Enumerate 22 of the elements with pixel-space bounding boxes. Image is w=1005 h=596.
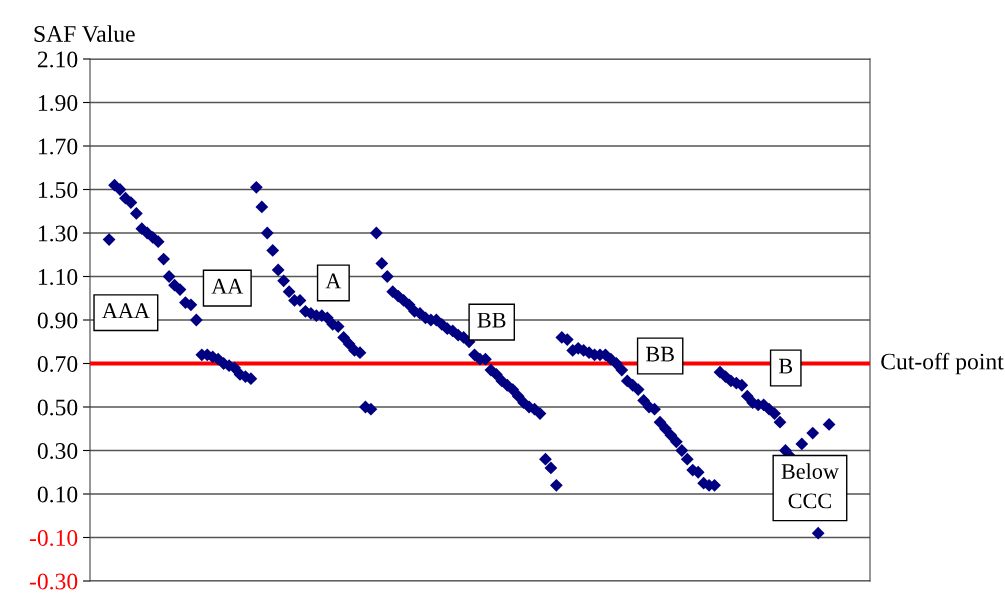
y-tick-label: 0.30 <box>37 442 78 460</box>
y-tick-label: -0.10 <box>29 529 78 547</box>
annotation: BB <box>477 312 506 328</box>
y-tick-label: 1.10 <box>38 268 78 286</box>
y-tick-label: 0.50 <box>37 399 78 416</box>
annotation: AA <box>211 278 244 294</box>
y-tick-label: 1.30 <box>38 225 78 242</box>
y-tick-label: 2.10 <box>37 51 78 68</box>
y-tick-label: -0.30 <box>29 573 78 590</box>
y-axis-title: SAF Value <box>34 25 135 43</box>
annotation: A <box>325 273 342 289</box>
y-tick-label: 0.90 <box>37 312 78 329</box>
y-tick-label: 1.90 <box>38 94 78 112</box>
y-tick-label: 1.50 <box>38 181 78 199</box>
y-tick-label: 1.70 <box>38 138 78 155</box>
annotation: BB <box>646 346 674 362</box>
annotation: AAA <box>102 303 150 319</box>
ref-line-label: Cut-off point <box>881 352 1004 375</box>
annotation: Below CCC <box>781 463 839 509</box>
y-tick-label: 0.10 <box>37 486 78 503</box>
annotation: B <box>778 358 793 374</box>
y-tick-label: 0.70 <box>37 355 78 373</box>
